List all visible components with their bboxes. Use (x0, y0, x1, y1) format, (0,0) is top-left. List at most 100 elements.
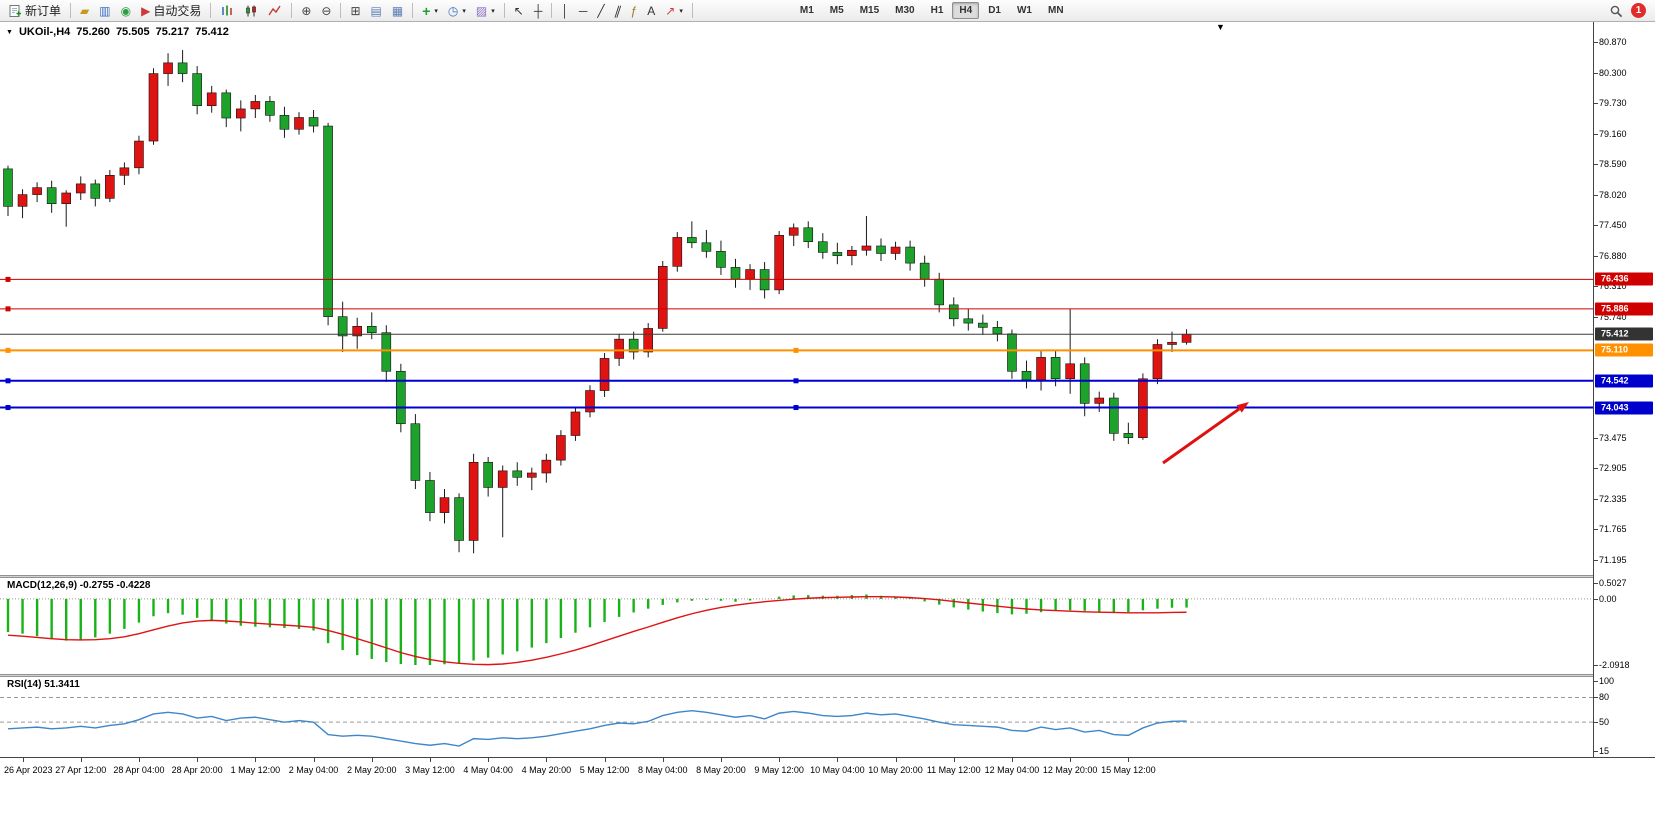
candle (279, 106, 290, 138)
horizontal-line[interactable] (0, 306, 1593, 312)
templates-icon: ▨ (475, 3, 488, 18)
text-label-button[interactable]: A (642, 1, 660, 20)
rsi-pane[interactable] (0, 677, 1593, 757)
price-tag: 75.412 (1595, 327, 1653, 341)
timeframe-m5[interactable]: M5 (829, 5, 844, 16)
price-axis-tick (1594, 225, 1598, 227)
templates-button[interactable]: ▨ ▾ (471, 1, 500, 20)
line-chart-button[interactable] (263, 1, 287, 20)
macd-histogram (6, 594, 1188, 665)
crosshair-button[interactable]: ┼ (529, 1, 548, 20)
rsi-axis-tick (1594, 751, 1598, 752)
new-order-button[interactable]: 新订单 (3, 1, 66, 20)
candle (323, 122, 333, 326)
timeframe-h1[interactable]: H1 (930, 5, 944, 16)
arrange-windows-button[interactable]: ▦ (387, 1, 408, 20)
timeframe-w1[interactable]: W1 (1016, 5, 1032, 16)
line-handle[interactable] (793, 378, 799, 384)
candle (817, 233, 828, 259)
price-axis-tick (1594, 42, 1598, 43)
horizontal-line[interactable] (0, 378, 1593, 384)
horizontal-line[interactable] (0, 405, 1593, 411)
candle (1152, 339, 1163, 385)
timeframe-mn[interactable]: MN (1047, 5, 1064, 16)
bar-chart-button[interactable] (215, 1, 239, 20)
pane-splitter-rsi[interactable] (0, 674, 1655, 677)
line-handle[interactable] (5, 405, 11, 411)
price-axis[interactable]: 80.870 80.300 79.730 79.160 78.590 78.020 77.4… (1593, 22, 1655, 757)
line-handle[interactable] (5, 378, 11, 384)
candle (1079, 357, 1090, 417)
time-axis-tick (1128, 758, 1130, 762)
price-axis-tick (1594, 103, 1598, 105)
auto-trading-button[interactable]: ▶ 自动交易 (136, 1, 206, 20)
trendline-button[interactable]: ╱ (592, 1, 609, 20)
zoom-out-button[interactable]: ⊖ (316, 1, 336, 20)
horizontal-line[interactable] (0, 276, 1593, 282)
cascade-windows-button[interactable]: ▤ (366, 1, 387, 20)
tile-windows-icon: ⊞ (350, 3, 361, 18)
search-button[interactable] (1609, 4, 1623, 18)
toolbar-separator (210, 3, 212, 18)
toolbar-separator (503, 3, 505, 18)
timeframe-m15[interactable]: M15 (859, 5, 880, 16)
arrow-annotation[interactable] (1162, 402, 1249, 465)
vertical-line-button[interactable]: │ (556, 1, 574, 20)
candle (425, 471, 435, 522)
charts-button[interactable]: ▰ (75, 1, 94, 20)
timeframe-h4[interactable]: H4 (952, 2, 980, 19)
line-handle[interactable] (5, 306, 11, 312)
toolbar: 新订单 ▰ ▥ ◉ ▶ 自动交易 ⊕ ⊖ ⊞ ▤ ▦ + ▾ ◷ ▾ ▨ ▾ ↖ ┼ │ ─ ╱ ∥ ƒ A ↗ ▾ M1 M5 M15… (0, 0, 1655, 22)
time-axis-tick (953, 758, 955, 762)
periods-button[interactable]: ◷ ▾ (443, 1, 471, 20)
candle (512, 462, 523, 486)
candle (497, 465, 508, 538)
toolbar-separator (551, 3, 553, 18)
line-handle[interactable] (5, 276, 11, 282)
time-axis-tick (1011, 758, 1013, 762)
line-handle[interactable] (793, 405, 799, 411)
pane-splitter-macd[interactable] (0, 575, 1655, 578)
candlestick-chart-button[interactable] (239, 1, 263, 20)
candle (599, 353, 610, 397)
arrange-windows-icon: ▦ (391, 3, 404, 18)
timeframe-m1[interactable]: M1 (799, 5, 814, 16)
zoom-in-button[interactable]: ⊕ (296, 1, 316, 20)
candle (526, 467, 537, 491)
timeframe-m30[interactable]: M30 (895, 5, 915, 16)
candle (832, 242, 843, 265)
time-axis-label: 26 Apr 2023 (4, 765, 53, 775)
arrows-button[interactable]: ↗ ▾ (660, 1, 688, 20)
horizontal-line[interactable] (0, 347, 1593, 353)
candle (1123, 422, 1134, 445)
tile-windows-button[interactable]: ⊞ (345, 1, 365, 20)
timeframe-d1[interactable]: D1 (988, 5, 1001, 16)
chart-window[interactable]: ▼ UKOil-,H4 75.260 75.505 75.217 75.412 … (0, 22, 1655, 826)
crosshair-icon: ┼ (533, 3, 543, 18)
candle (119, 162, 130, 185)
candle (250, 95, 261, 119)
macd-pane[interactable] (0, 578, 1593, 674)
cursor-button[interactable]: ↖ (509, 1, 529, 20)
market-watch-button[interactable]: ▥ (94, 1, 115, 20)
zoom-in-icon: ⊕ (301, 3, 312, 18)
charts-icon: ▰ (80, 3, 90, 18)
price-pane[interactable] (0, 22, 1593, 575)
time-axis[interactable]: 26 Apr 2023 27 Apr 12:00 28 Apr 04:00 28 Ap… (0, 757, 1655, 783)
chevron-down-icon: ▾ (679, 7, 683, 15)
candle (17, 189, 28, 219)
equidistant-channel-button[interactable]: ∥ (610, 1, 626, 20)
rsi-line (7, 709, 1187, 747)
indicators-button[interactable]: + ▾ (417, 1, 443, 20)
line-handle[interactable] (5, 347, 11, 353)
price-axis-label: 72.905 (1599, 463, 1627, 474)
time-axis-tick (197, 758, 199, 762)
fibonacci-button[interactable]: ƒ (626, 1, 643, 20)
candle (861, 216, 872, 256)
horizontal-line-button[interactable]: ─ (574, 1, 593, 20)
data-window-button[interactable]: ◉ (116, 1, 136, 20)
price-axis-label: 72.335 (1599, 493, 1627, 504)
notifications-badge[interactable]: 1 (1631, 3, 1646, 18)
line-handle[interactable] (793, 347, 799, 353)
one-click-trading-toggle[interactable]: ▼ (6, 28, 13, 36)
